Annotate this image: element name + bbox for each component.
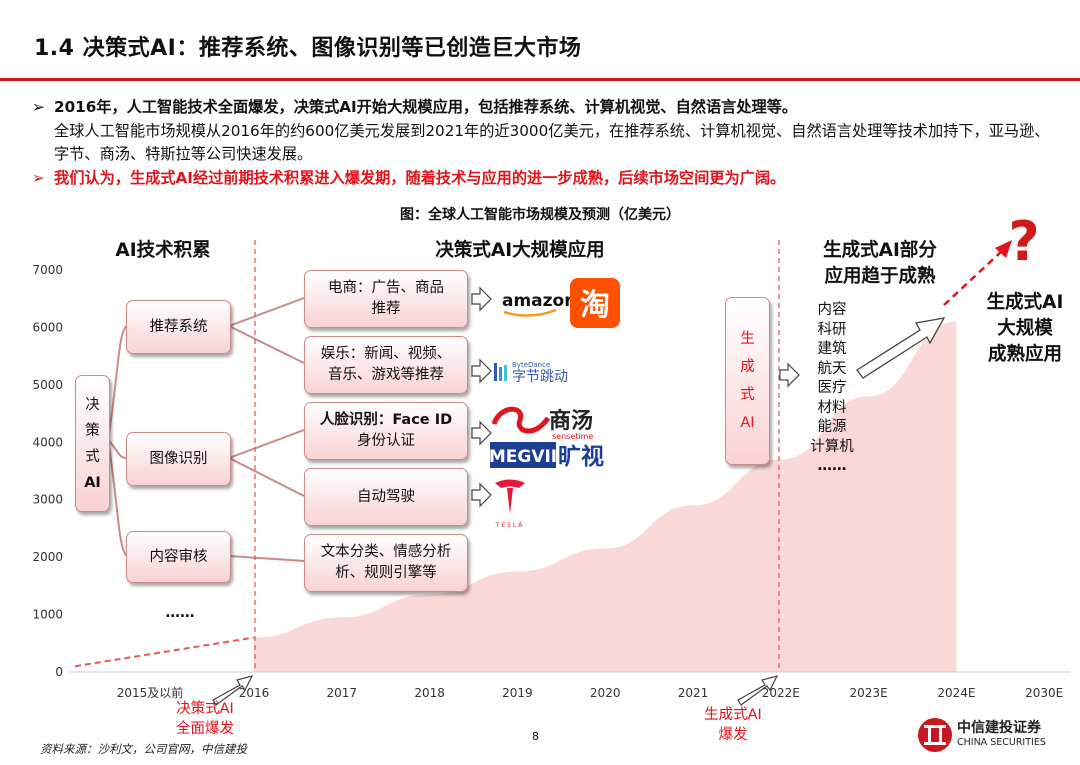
section-ai-accumulation: AI技术积累 (115, 240, 211, 261)
category-recommendation: 推荐系统 (126, 300, 231, 354)
svg-text:字节跳动: 字节跳动 (512, 369, 568, 385)
svg-text:淘: 淘 (580, 288, 610, 323)
marker-arrow-icon (212, 675, 779, 706)
section-generative-mature: 生成式AI 大规模 成熟应用 (986, 292, 1064, 365)
title-divider (0, 78, 1080, 81)
svg-text:MEGVII: MEGVII (489, 447, 557, 467)
bullet-1: ➢ 2016年，人工智能技术全面爆发，决策式AI开始大规模应用，包括推荐系统、计算… (32, 96, 1062, 120)
category-image-recognition: 图像识别 (126, 432, 231, 486)
decision-ai-root-box: 决 策 式 AI (75, 375, 110, 512)
growth-arrow-icon (856, 317, 946, 379)
y-tick-label: 5000 (32, 378, 63, 392)
svg-text:TESLA: TESLA (495, 522, 525, 529)
generative-ai-box: 生 成 式 AI (725, 297, 770, 465)
tesla-logo-icon: TESLA (495, 479, 525, 529)
chart-title: 图：全球人工智能市场规模及预测（亿美元） (400, 207, 680, 223)
taobao-logo-icon (570, 278, 620, 328)
y-tick-label: 7000 (32, 263, 63, 277)
x-tick-label: 2024E (937, 686, 975, 700)
x-tick-label: 2021 (678, 686, 709, 700)
y-tick-label: 2000 (32, 550, 63, 564)
x-tick-label: 2017 (327, 686, 358, 700)
app-ecommerce-box: 电商：广告、商品 推荐 (304, 270, 468, 328)
y-tick-label: 4000 (32, 435, 63, 449)
y-tick-label: 6000 (32, 320, 63, 334)
x-tick-label: 2015及以前 (117, 685, 184, 700)
market-size-area (254, 321, 957, 672)
y-tick-label: 1000 (32, 608, 63, 622)
company-logo: 中信建投证券 CHINA SECURITIES (915, 715, 1070, 755)
citic-logo-icon (918, 718, 952, 752)
x-tick-label: 2023E (850, 686, 888, 700)
bullet-marker-icon: ➢ (32, 168, 45, 187)
x-tick-label: 2018 (414, 686, 445, 700)
svg-text:sensetime: sensetime (552, 432, 593, 441)
svg-text:旷视: 旷视 (558, 443, 604, 470)
section-decision-ai: 决策式AI大规模应用 (435, 240, 605, 261)
megvii-logo-icon: MEGVII 旷视 (489, 442, 604, 470)
bytedance-logo-icon: ByteDance 字节跳动 (494, 361, 568, 385)
x-tick-label: 2019 (502, 686, 533, 700)
trend-arrowhead-icon (995, 240, 1012, 258)
x-tick-label: 2016 (239, 686, 270, 700)
generative-ai-marker: 生成式AI 爆发 (704, 707, 762, 743)
x-tick-label: 2030E (1025, 686, 1063, 700)
amazon-logo-icon: amazon (502, 291, 576, 311)
more-ellipsis: …… (165, 605, 195, 621)
section-generative-partial: 生成式AI部分 应用趋于成熟 (823, 240, 937, 287)
x-tick-label: 2022E (762, 686, 800, 700)
y-tick-label: 0 (55, 665, 63, 679)
bullet-3: ➢ 我们认为，生成式AI经过前期技术积累进入爆发期，随着技术与应用的进一步成熟，后… (32, 167, 1062, 191)
slide-title: 1.4 决策式AI：推荐系统、图像识别等已创造巨大市场 (34, 36, 582, 61)
svg-text:ByteDance: ByteDance (512, 361, 550, 369)
arrow-icon (471, 286, 800, 508)
x-tick-label: 2020 (590, 686, 621, 700)
page-number: 8 (532, 730, 539, 743)
app-nlp-box: 文本分类、情感分析 析、规则引擎等 (304, 534, 468, 592)
category-content-moderation: 内容审核 (126, 531, 231, 583)
svg-text:商汤: 商汤 (549, 408, 593, 434)
bullet-list: ➢ 2016年，人工智能技术全面爆发，决策式AI开始大规模应用，包括推荐系统、计算… (32, 96, 1062, 190)
app-autonomous-driving-box: 自动驾驶 (304, 468, 468, 526)
app-entertainment-box: 娱乐：新闻、视频、 音乐、游戏等推荐 (304, 336, 468, 394)
trend-arrow (943, 249, 1004, 306)
bullet-marker-icon: ➢ (32, 98, 45, 116)
bullet-2: 全球人工智能市场规模从2016年的约600亿美元发展到2021年的近3000亿美… (54, 121, 1050, 164)
app-face-id-box: 人脸识别：Face ID 身份认证 (304, 402, 468, 460)
source-note: 资料来源：沙利文，公司官网，中信建投 (40, 742, 247, 756)
pre-2016-trend-line (74, 636, 255, 668)
sensetime-logo-icon: 商汤 sensetime (491, 406, 593, 441)
y-tick-label: 3000 (32, 493, 63, 507)
question-mark-icon: ? (1008, 210, 1039, 273)
generative-fields-list: 内容 科研 建筑 航天 医疗 材料 能源 计算机 …… (810, 302, 854, 474)
decision-ai-marker: 决策式AI 全面爆发 (176, 701, 234, 737)
